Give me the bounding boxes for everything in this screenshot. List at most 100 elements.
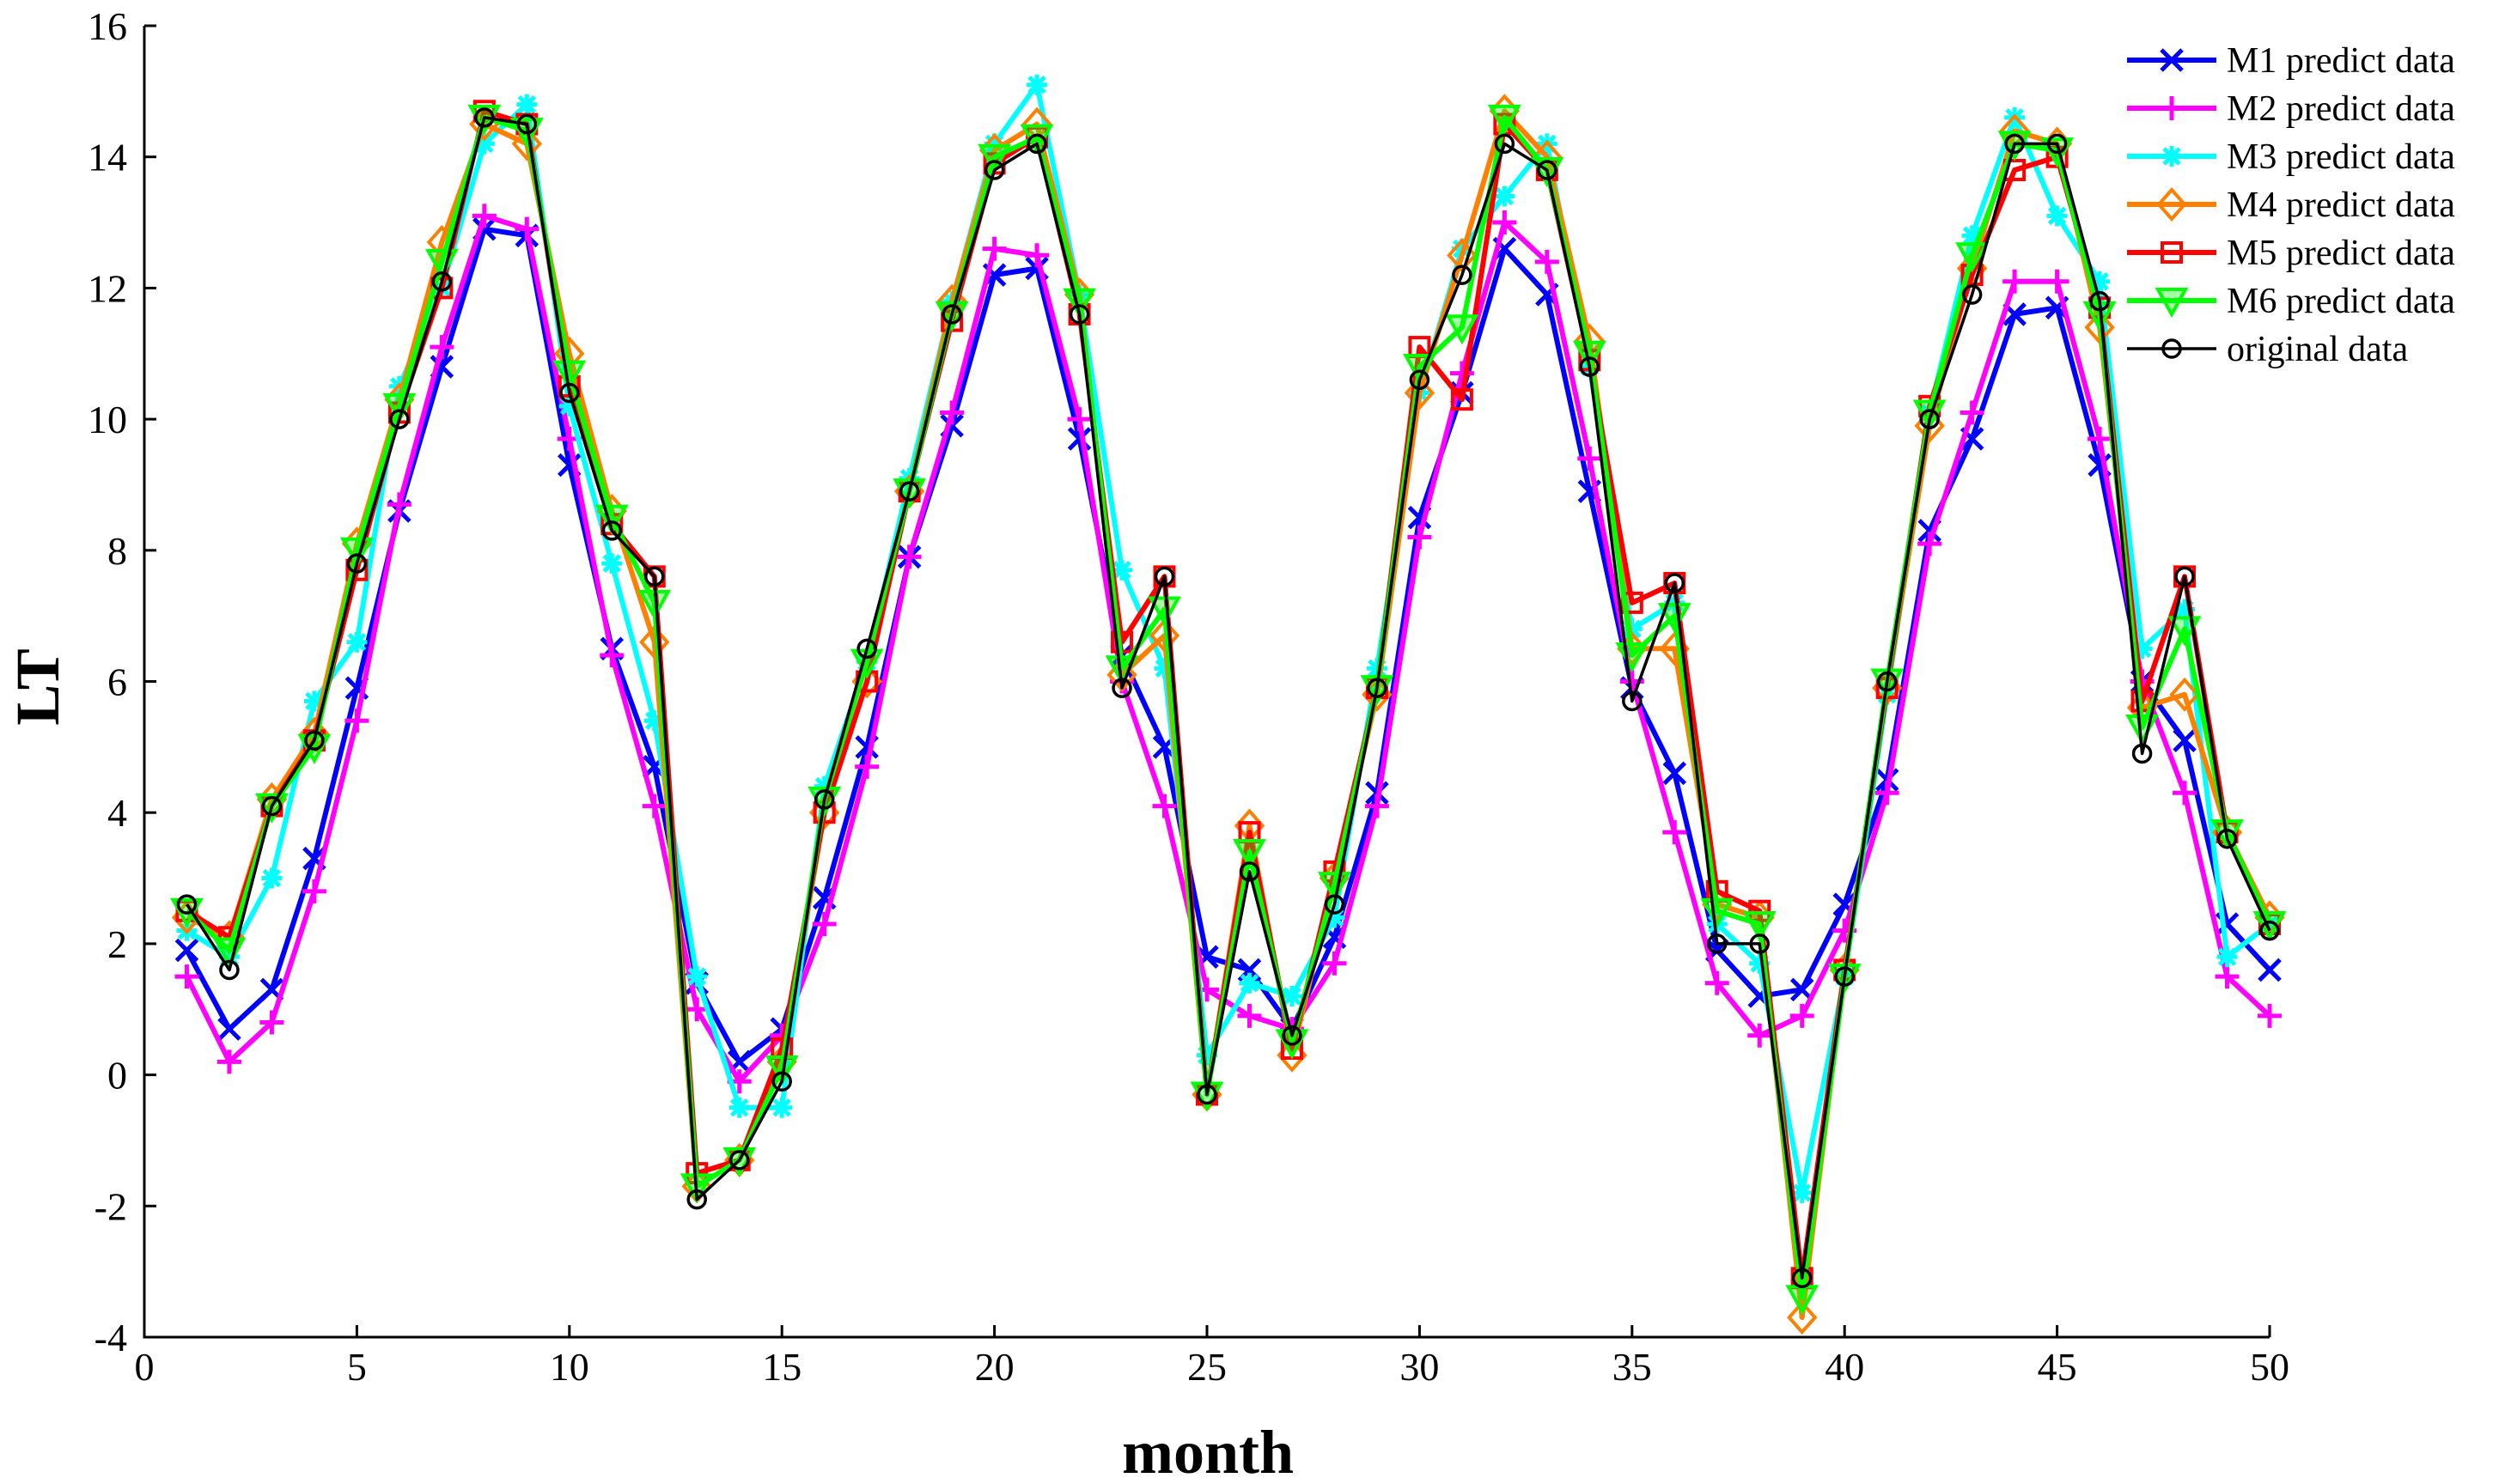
data-point [686,1189,707,1210]
data-point [1622,690,1643,712]
data-point [812,911,837,936]
data-point [1742,910,1777,942]
legend-marker [2155,288,2189,319]
data-point [2216,828,2238,849]
data-point [1409,369,1430,391]
data-point [216,1049,241,1074]
data-point [1917,532,1942,556]
data-point [639,624,670,660]
data-point [1664,573,1685,593]
data-point [516,94,538,115]
data-point [1747,1023,1772,1048]
data-point [1364,794,1389,818]
series-line [184,226,2272,1065]
data-point [2002,269,2027,294]
x-tick-label: 0 [135,1345,155,1389]
data-point [1662,820,1687,845]
y-tick-label: 6 [107,660,127,704]
data-point [1577,446,1602,471]
data-point [1791,1268,1813,1289]
data-point [2258,958,2282,982]
legend-marker [2161,338,2182,359]
legend-label: M3 predict data [2227,137,2455,177]
data-point [1027,74,1048,95]
data-point [1324,907,1345,928]
x-tick-label: 40 [1825,1345,1864,1389]
legend-label: M5 predict data [2227,234,2455,273]
data-point [1149,618,1180,654]
data-point [642,794,667,818]
legend-item: M2 predict data [2127,89,2455,129]
data-point [600,642,625,667]
data-point [430,335,454,360]
data-point [984,133,1005,155]
data-point [855,754,880,779]
data-point [1572,340,1606,371]
data-point [2258,1003,2282,1028]
y-tick-label: -2 [94,1184,127,1228]
data-point [1322,951,1347,976]
y-tick-label: 8 [107,529,127,573]
legend-label: M2 predict data [2227,89,2455,129]
legend-label: M6 predict data [2227,282,2455,321]
legend-label: M4 predict data [2227,186,2455,225]
data-point [387,492,411,517]
data-point [2173,728,2197,752]
data-point [1112,559,1133,581]
data-point [2084,310,2115,345]
legend-item: M3 predict data [2127,137,2455,177]
data-point [940,400,965,425]
data-point [1748,899,1771,922]
data-point [1069,304,1090,325]
x-tick-label: 50 [2250,1345,2289,1389]
data-point [559,382,580,404]
data-point [643,710,665,732]
data-point [1449,361,1474,386]
legend-marker [2161,241,2183,264]
data-point [1919,409,1940,429]
data-point [765,1055,799,1086]
x-tick-label: 5 [347,1345,367,1389]
data-point [1749,934,1770,954]
data-point [218,946,240,968]
data-point [2131,638,2153,660]
series-line [185,108,2272,1281]
data-point [814,775,835,797]
axes: 0 5 10 15 20 25 30 35 40 45 50 -4 -2 0 2 4 6 8 10 12 14 16 [88,4,2289,1389]
data-point [1662,761,1687,786]
data-point [1407,525,1432,550]
data-point [1494,133,1515,155]
data-point [1700,897,1734,928]
data-point [1621,618,1643,640]
data-point [174,938,199,963]
data-point [217,1017,241,1041]
data-point [303,690,325,712]
data-point [1492,210,1517,235]
data-point [2259,920,2280,941]
data-point [978,143,1011,174]
data-point [644,566,665,587]
x-tick-label: 30 [1399,1345,1439,1389]
data-point [2216,946,2238,968]
data-point [344,709,369,733]
legend-label: original data [2227,330,2408,369]
data-point [1450,388,1473,411]
data-point [897,544,922,569]
legend-item: M5 predict data [2127,234,2455,273]
data-point [474,107,495,128]
legend-item: original data [2127,330,2408,369]
legend-marker [2161,146,2182,167]
series-line [185,82,2271,1195]
data-point [346,631,368,653]
data-point [304,730,325,751]
y-tick-label: 10 [88,398,127,441]
x-tick-label: 25 [1187,1345,1227,1389]
data-point [1494,186,1515,207]
data-point [984,160,1005,180]
data-point [1657,603,1691,634]
x-tick-label: 15 [762,1345,802,1389]
data-point [982,236,1007,261]
data-point [1961,225,1983,246]
data-point [473,133,495,155]
